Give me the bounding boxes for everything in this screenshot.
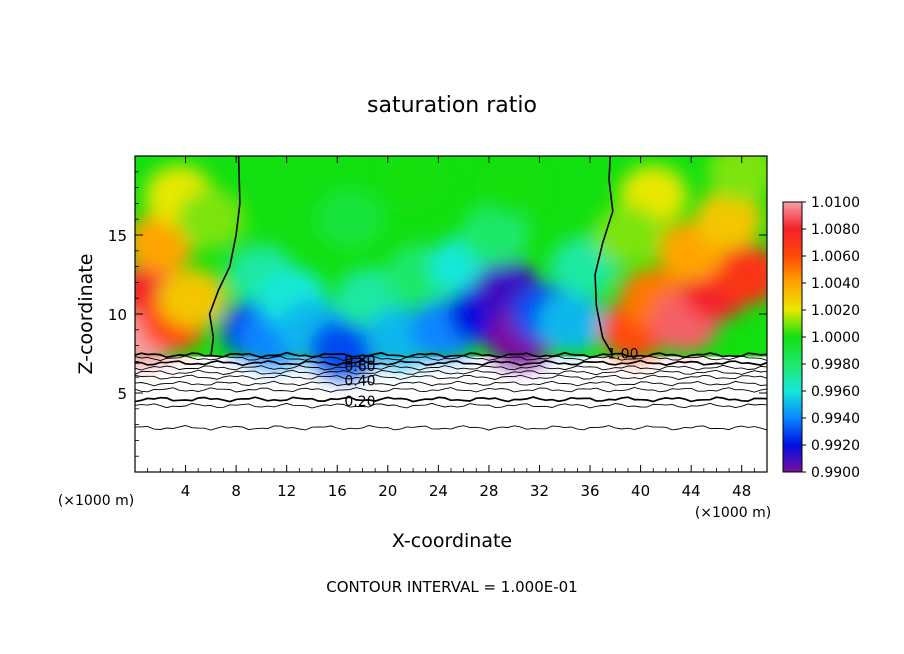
field-patch bbox=[695, 189, 764, 250]
x-unit-right: (×1000 m) bbox=[695, 505, 771, 521]
colorbar-scale bbox=[782, 201, 803, 473]
x-tick-label: 40 bbox=[631, 482, 650, 500]
contour-label: 0.60 bbox=[344, 359, 375, 375]
y-axis-label: Z-coordinate bbox=[75, 254, 97, 375]
field-patch bbox=[157, 268, 226, 329]
colorbar-label: 1.0000 bbox=[811, 330, 860, 346]
contour-line bbox=[135, 364, 767, 371]
colorbar-label: 0.9980 bbox=[811, 357, 860, 373]
contour-line bbox=[135, 425, 767, 431]
colorbar-label: 1.0060 bbox=[811, 249, 860, 265]
x-tick-label: 12 bbox=[277, 482, 296, 500]
contour-label: 0.40 bbox=[344, 373, 375, 389]
x-tick-label: 48 bbox=[732, 482, 751, 500]
x-tick-label: 16 bbox=[328, 482, 347, 500]
colorbar-label: 1.0080 bbox=[811, 222, 860, 238]
contour-line bbox=[135, 402, 767, 409]
contour-line bbox=[135, 387, 767, 393]
field-patch bbox=[309, 318, 378, 379]
contour-line bbox=[135, 380, 767, 387]
field-patch bbox=[593, 205, 662, 265]
y-tick-label: 10 bbox=[108, 306, 127, 324]
field-patch bbox=[537, 291, 606, 352]
contour-line bbox=[135, 355, 767, 361]
field-patch bbox=[176, 189, 245, 250]
x-tick-label: 36 bbox=[580, 482, 599, 500]
contour-label: 0.80 bbox=[344, 353, 375, 369]
x-tick-label: 20 bbox=[378, 482, 397, 500]
y-tick-label: 15 bbox=[108, 227, 127, 245]
x-tick-label: 24 bbox=[429, 482, 448, 500]
field-patch bbox=[461, 205, 530, 265]
contour-labels: 1.00 0.800.600.40 0.20 bbox=[344, 347, 638, 410]
colorbar-label: 1.0040 bbox=[811, 276, 860, 292]
contour-label: 0.20 bbox=[344, 394, 375, 410]
colorbar-label: 0.9940 bbox=[811, 411, 860, 427]
colorbar-label: 1.0100 bbox=[811, 195, 860, 211]
colorbar: 1.0100 1.0080 1.0060 1.0040 1.0020 1.0000 0.99… bbox=[782, 195, 860, 481]
y-tick-label: 5 bbox=[117, 385, 127, 403]
x-tick-label: 32 bbox=[530, 482, 549, 500]
field-patch bbox=[707, 156, 767, 202]
field-patch bbox=[480, 157, 549, 218]
contour-interval-note: CONTOUR INTERVAL = 1.000E-01 bbox=[326, 578, 577, 596]
contour-line bbox=[135, 351, 767, 359]
contour-line bbox=[135, 359, 767, 367]
field-patch bbox=[714, 244, 767, 305]
colorbar-label: 0.9960 bbox=[811, 384, 860, 400]
x-tick-label: 28 bbox=[479, 482, 498, 500]
contour-lines bbox=[135, 156, 767, 431]
x-tick-label: 44 bbox=[682, 482, 701, 500]
contour-line bbox=[135, 369, 767, 376]
contour-1-00-left bbox=[208, 156, 241, 357]
plot-area bbox=[135, 156, 767, 472]
contour-label: 1.00 bbox=[607, 347, 638, 363]
x-axis-label: X-coordinate bbox=[392, 530, 512, 552]
contour-line bbox=[135, 374, 767, 380]
field-patches bbox=[135, 156, 767, 379]
x-unit-left: (×1000 m) bbox=[58, 493, 134, 509]
contour-1-00-right bbox=[594, 156, 614, 356]
field-patch bbox=[315, 189, 384, 250]
saturation-field bbox=[135, 156, 767, 379]
contour-line bbox=[135, 396, 767, 403]
colorbar-label: 1.0020 bbox=[811, 303, 860, 319]
colorbar-label: 0.9920 bbox=[811, 438, 860, 454]
field-patch bbox=[379, 156, 448, 210]
chart-title: saturation ratio bbox=[367, 93, 537, 118]
x-tick-label: 4 bbox=[181, 482, 191, 500]
colorbar-label: 0.9900 bbox=[811, 465, 860, 481]
x-tick-label: 8 bbox=[231, 482, 241, 500]
